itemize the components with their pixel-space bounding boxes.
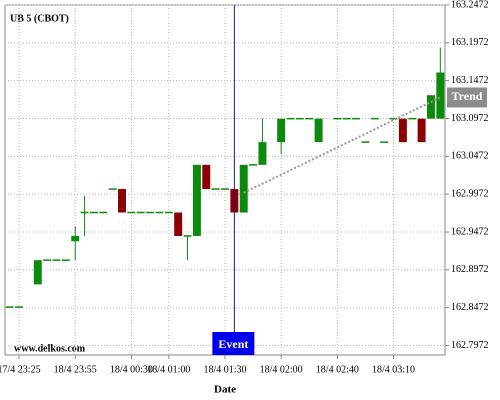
- candle-body: [33, 260, 42, 285]
- candle-body: [202, 164, 211, 190]
- x-tick-label: 18/4 02:40: [316, 364, 359, 375]
- watermark: www.delkos.com: [14, 343, 86, 354]
- y-tick-label: 162.8472: [451, 302, 489, 313]
- y-tick-label: 163.2472: [451, 0, 489, 10]
- x-tick-label: 18/4 00:30: [110, 364, 153, 375]
- trend-line: [243, 96, 441, 194]
- x-tick-label: 18/4 03:10: [372, 364, 415, 375]
- trend-label-box: [447, 87, 487, 108]
- y-tick-label: 162.9472: [451, 226, 489, 237]
- x-tick-label: 18/4 23:55: [54, 364, 97, 375]
- candle-body: [398, 118, 407, 143]
- x-tick-label: 18/4 01:00: [147, 364, 190, 375]
- y-tick-label: 163.1972: [451, 37, 489, 48]
- candle-body: [118, 189, 126, 213]
- event-label-box: [212, 332, 255, 355]
- candle-body: [426, 95, 435, 119]
- x-tick-label: 18/4 02:00: [260, 364, 303, 375]
- trend-label: Trend: [452, 89, 483, 103]
- y-tick-label: 163.1472: [451, 75, 489, 86]
- x-tick-label: 17/4 23:25: [0, 364, 41, 375]
- y-tick-label: 162.9972: [451, 188, 489, 199]
- candle-body: [174, 212, 183, 236]
- event-label: Event: [218, 337, 248, 351]
- y-tick-label: 163.0472: [451, 151, 489, 162]
- candle-body: [192, 164, 201, 236]
- x-axis-label: Date: [214, 384, 236, 396]
- y-tick-label: 162.7972: [451, 340, 489, 351]
- candle-body: [436, 72, 445, 119]
- y-tick-label: 163.0972: [451, 113, 489, 124]
- candle-body: [417, 118, 426, 143]
- x-tick-label: 18/4 01:30: [203, 364, 246, 375]
- candle-body: [314, 118, 323, 143]
- candle-body: [258, 142, 267, 165]
- candle-body: [277, 118, 286, 143]
- y-tick-label: 162.8972: [451, 264, 489, 275]
- chart-title: UB 5 (CBOT): [10, 13, 69, 24]
- candle-body: [239, 164, 248, 213]
- candle-body: [71, 235, 80, 242]
